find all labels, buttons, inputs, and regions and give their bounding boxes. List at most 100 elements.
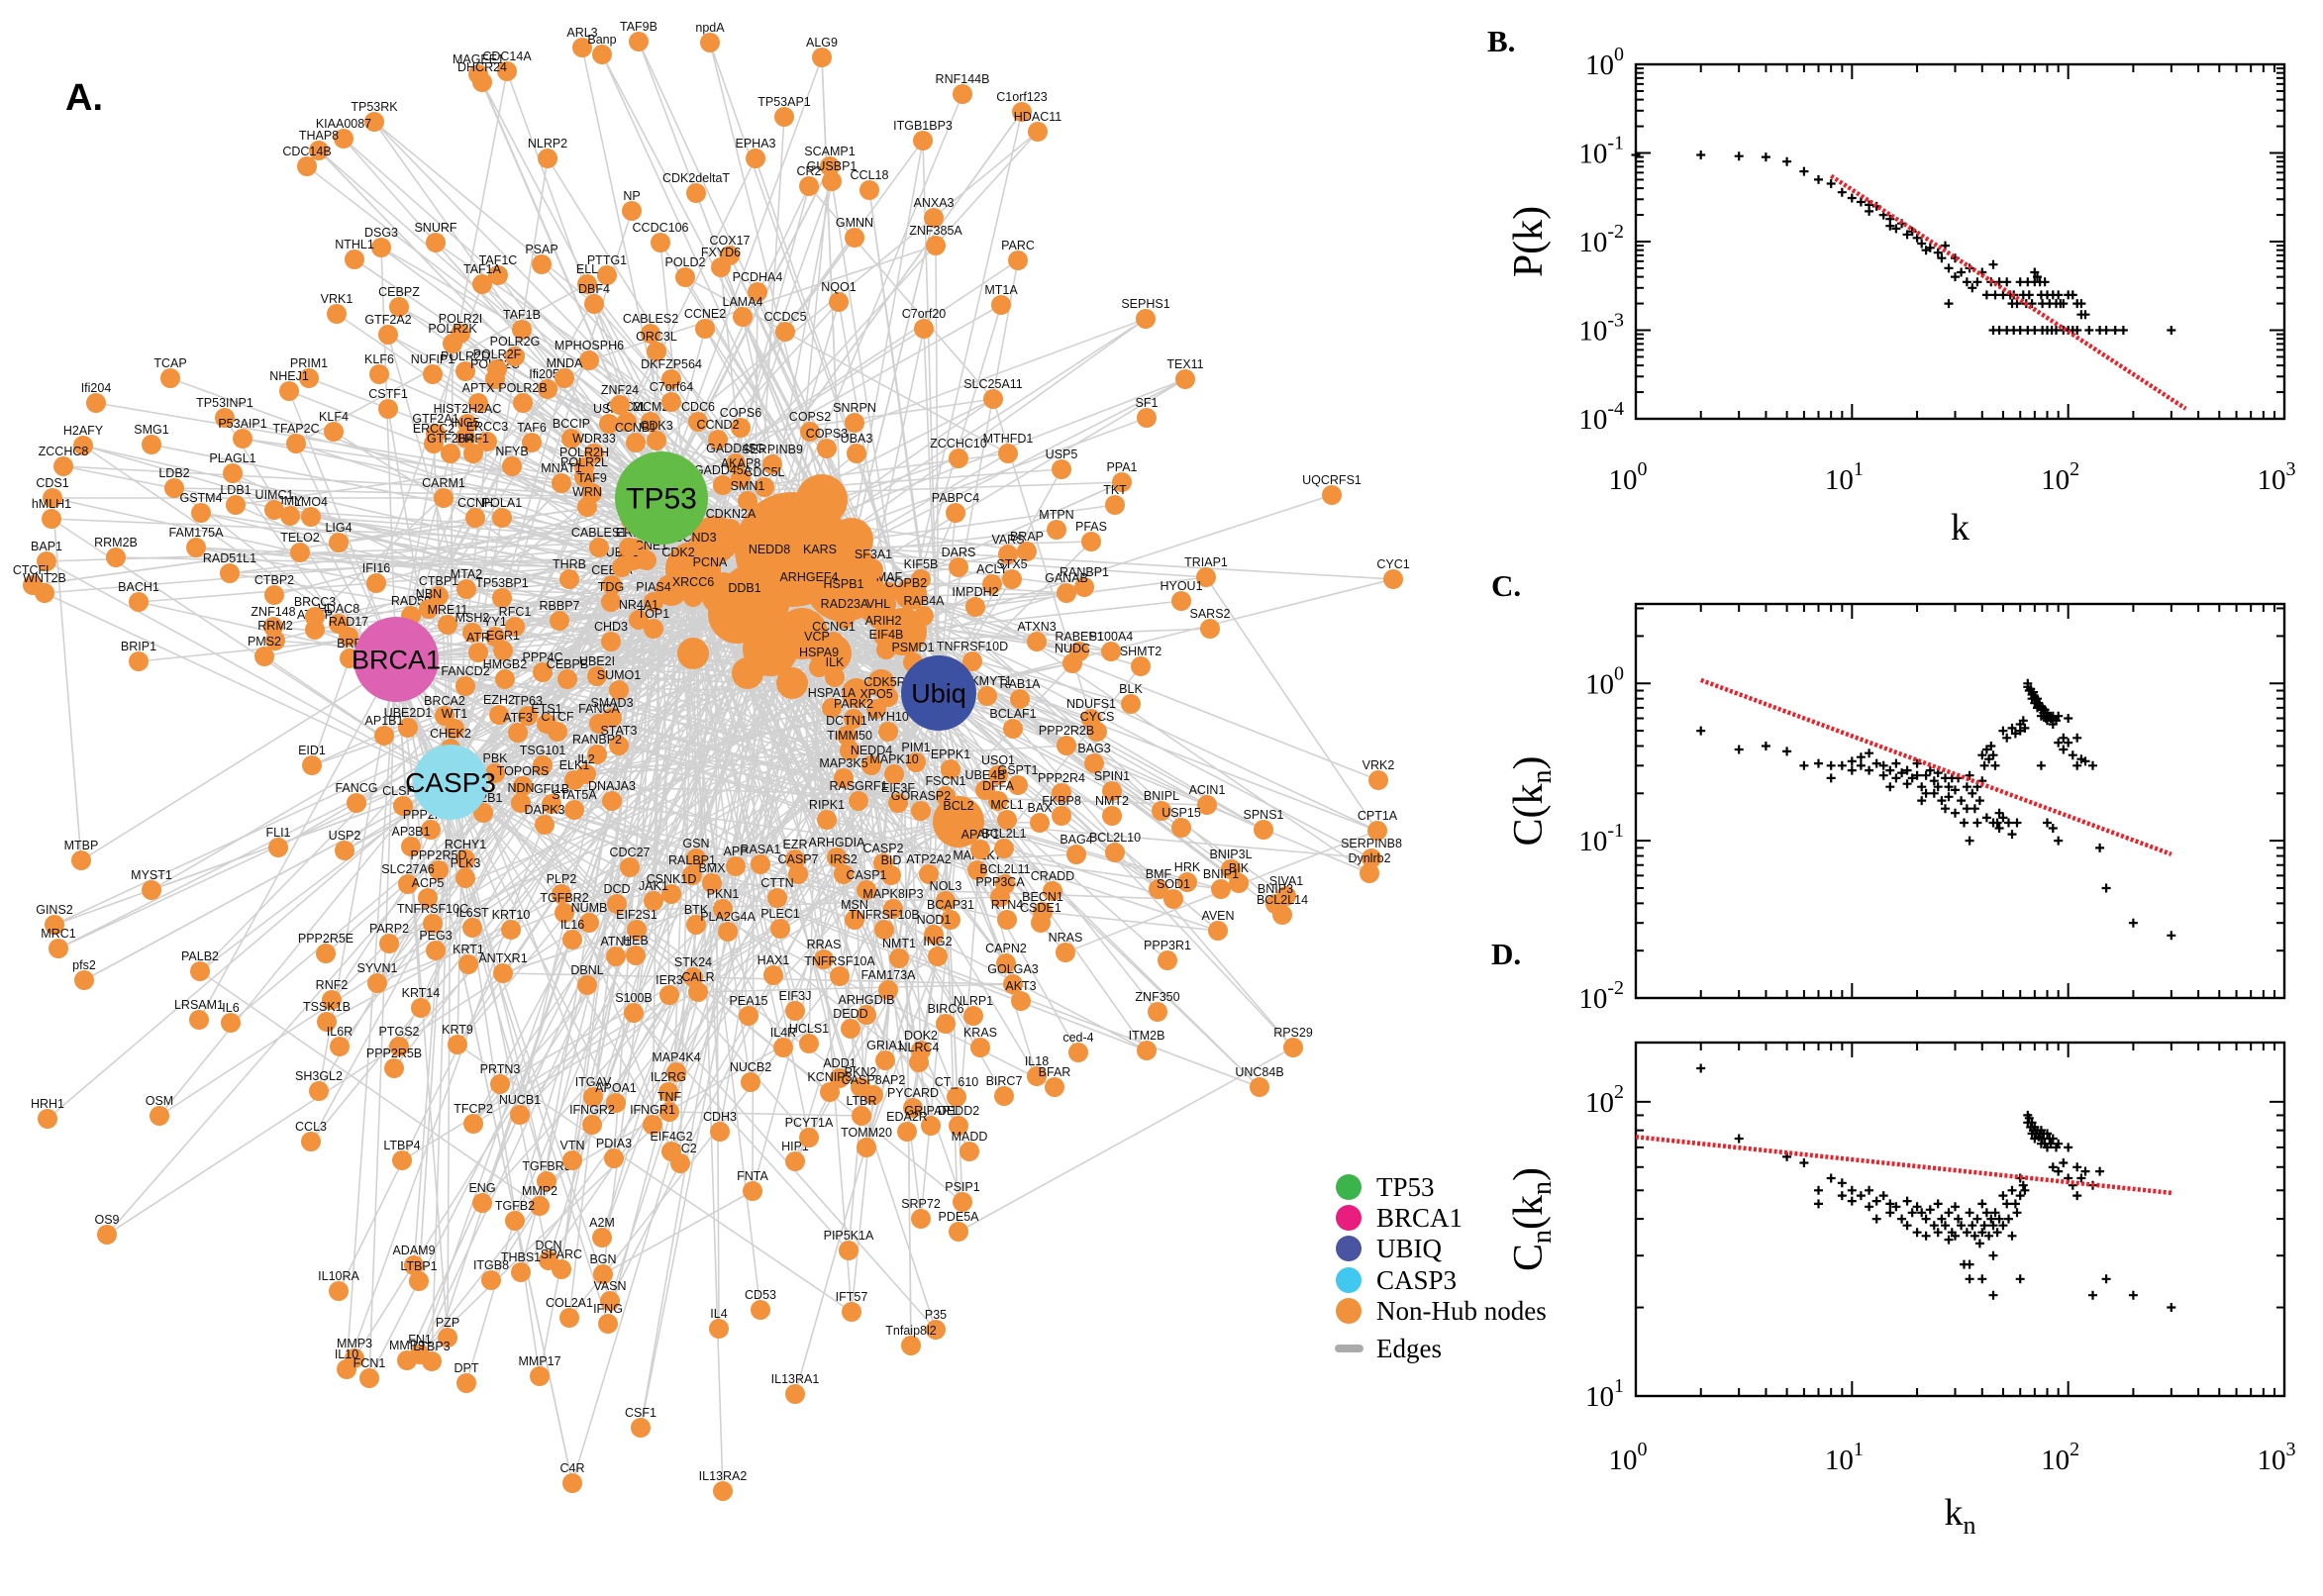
network-node-label: HSPB1 [824,577,864,591]
network-node [953,84,972,104]
y-axis-title: P(k) [1506,206,1552,277]
network-node-label: HSPA1A [808,686,857,700]
network-node [1066,845,1086,864]
network-node-label: TNFRSF10C [397,902,468,916]
network-edge [958,821,1372,859]
network-edge [450,781,1148,1051]
network-node [533,662,553,682]
network-node [622,201,642,221]
svg-text:10-3: 10-3 [1578,310,1624,348]
network-node-label: ITGB8 [473,1258,509,1272]
network-node [1052,459,1071,479]
network-node-label: BAG4 [1060,833,1092,847]
network-node-label: RNF144B [936,72,990,86]
network-node [914,606,934,626]
network-node [1283,1038,1303,1057]
network-node [1052,783,1071,803]
network-node-label: UBE2D1 [384,706,433,720]
network-node-label: P53AIP1 [218,417,266,431]
network-node [700,33,720,52]
network-node-label: BNIPL [1144,789,1179,803]
svg-text:102: 102 [2041,458,2079,496]
network-node-label: ACIN1 [1189,783,1226,797]
network-node [1322,485,1342,505]
network-node-label: POLR2F [473,348,522,361]
network-node-label: NDN [507,781,534,795]
network-node [233,429,252,449]
network-node-label: CHEK2 [430,727,471,741]
network-node [488,265,508,285]
network-node-label: TNF [657,1090,682,1104]
network-node-label: CDK2deltaT [662,171,730,185]
network-node-label: EIF2S1 [616,908,657,922]
network-node-label: USP2 [329,829,361,843]
network-node [759,554,779,574]
network-node-label: TAF1A [463,262,502,276]
network-node [1008,775,1028,795]
network-node [359,1368,379,1388]
network-node-label: CCNG1 [812,620,856,634]
network-node-label: MAP4K4 [652,1050,700,1064]
network-node [683,587,703,607]
network-node-label: DCN [535,1239,561,1252]
network-edge [791,549,1079,1053]
network-node-label: VTN [560,1139,585,1152]
network-node [1102,806,1122,826]
network-node-label: NBN [416,587,442,601]
network-node-label: PALB2 [181,949,219,963]
network-node-label: NMT2 [1095,794,1129,808]
network-edge [450,781,1222,890]
network-node-label: FAM175A [169,526,225,540]
network-node [845,910,864,930]
network-node-label: KRT10 [492,908,531,922]
network-node [733,307,753,327]
network-node-label: PPP2R5B [366,1047,422,1060]
network-node [265,631,285,650]
network-node [1383,569,1403,589]
network-node [982,574,1002,594]
network-node-label: GSTM4 [179,491,222,505]
network-edge [633,1012,850,1251]
network-node-label: MSH2 [455,611,490,625]
network-node-label: MTBP [64,839,99,852]
network-node [755,477,774,497]
network-node [602,791,622,811]
network-node-label: CCDC106 [633,221,689,235]
network-node-label: UIMC1 [255,488,294,502]
network-node-label: RANBP2 [572,733,622,747]
network-node-label: ATF3 [503,711,533,725]
network-node-label: HYOU1 [1160,579,1202,593]
network-node-label: MAPK10 [869,752,918,766]
network-node-label: BCL2L11 [979,862,1030,876]
network-node [456,579,476,599]
network-node [998,545,1018,564]
network-node-label: ZNF148 [251,605,295,619]
network-node [666,1062,686,1082]
network-node [339,627,358,647]
legend-swatch-circle [1336,1174,1362,1200]
svg-text:100: 100 [1585,44,1624,81]
network-node-label: PARP2 [369,922,409,936]
network-edge [704,328,823,501]
network-node [606,1093,626,1113]
network-edge [519,777,845,1116]
network-node [601,632,621,651]
network-node-label: IL2 [577,752,594,766]
network-node-label: USP15 [1162,806,1201,820]
network-node [512,320,532,340]
network-node [1027,1066,1047,1086]
network-node [35,583,54,603]
network-node-label: WDR33 [572,432,616,446]
network-node-label: IFNGR2 [569,1103,615,1117]
network-node [374,726,394,746]
network-node-label: NOL3 [930,879,962,893]
network-node-label: MCL1 [990,798,1023,812]
svg-text:102: 102 [2041,1439,2079,1476]
network-node-label: DSG3 [364,226,398,240]
network-node-label: RRM2 [257,619,292,633]
network-node [1137,408,1157,428]
network-node-label: RRM2B [94,536,138,549]
network-node [682,865,702,885]
network-node [606,947,626,966]
